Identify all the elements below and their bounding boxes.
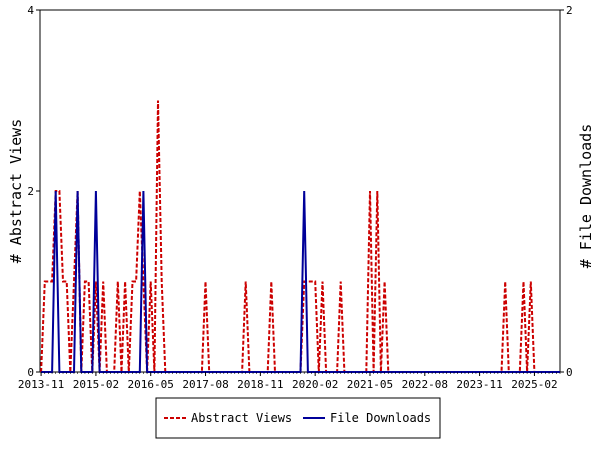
x-tick-label: 2013-11 <box>18 378 64 391</box>
x-tick-label: 2021-05 <box>347 378 393 391</box>
y-right-tick-label: 2 <box>566 4 573 17</box>
y-axis-right-title: # File Downloads <box>577 124 595 269</box>
plot-frame <box>39 9 561 373</box>
x-tick-label: 2016-05 <box>128 378 174 391</box>
x-tick-label: 2025-02 <box>511 378 557 391</box>
y-axis-left-title: # Abstract Views <box>7 119 25 264</box>
legend-box <box>155 397 441 439</box>
x-tick-label: 2022-08 <box>402 378 448 391</box>
ticks-layer: 2013-11 2015-02 2016-05 2017-08 2018-11 2020-… <box>18 4 573 391</box>
legend: Abstract Views File Downloads <box>155 397 441 439</box>
legend-label-abstract-views: Abstract Views <box>191 411 292 425</box>
y-left-tick-label: 0 <box>27 366 34 379</box>
plot-area <box>39 9 561 373</box>
series-line-file-downloads <box>41 190 560 373</box>
x-tick-label: 2020-02 <box>292 378 338 391</box>
y-left-tick-label: 4 <box>27 4 34 17</box>
y-left-tick-label: 2 <box>27 185 34 198</box>
legend-label-file-downloads: File Downloads <box>330 411 431 425</box>
series-line-abstract-views <box>40 100 560 373</box>
x-tick-label: 2018-11 <box>237 378 283 391</box>
x-tick-label: 2017-08 <box>182 378 228 391</box>
y-right-tick-label: 0 <box>566 366 573 379</box>
series-layer <box>40 100 560 373</box>
x-tick-label: 2015-02 <box>73 378 119 391</box>
x-tick-label: 2023-11 <box>456 378 502 391</box>
